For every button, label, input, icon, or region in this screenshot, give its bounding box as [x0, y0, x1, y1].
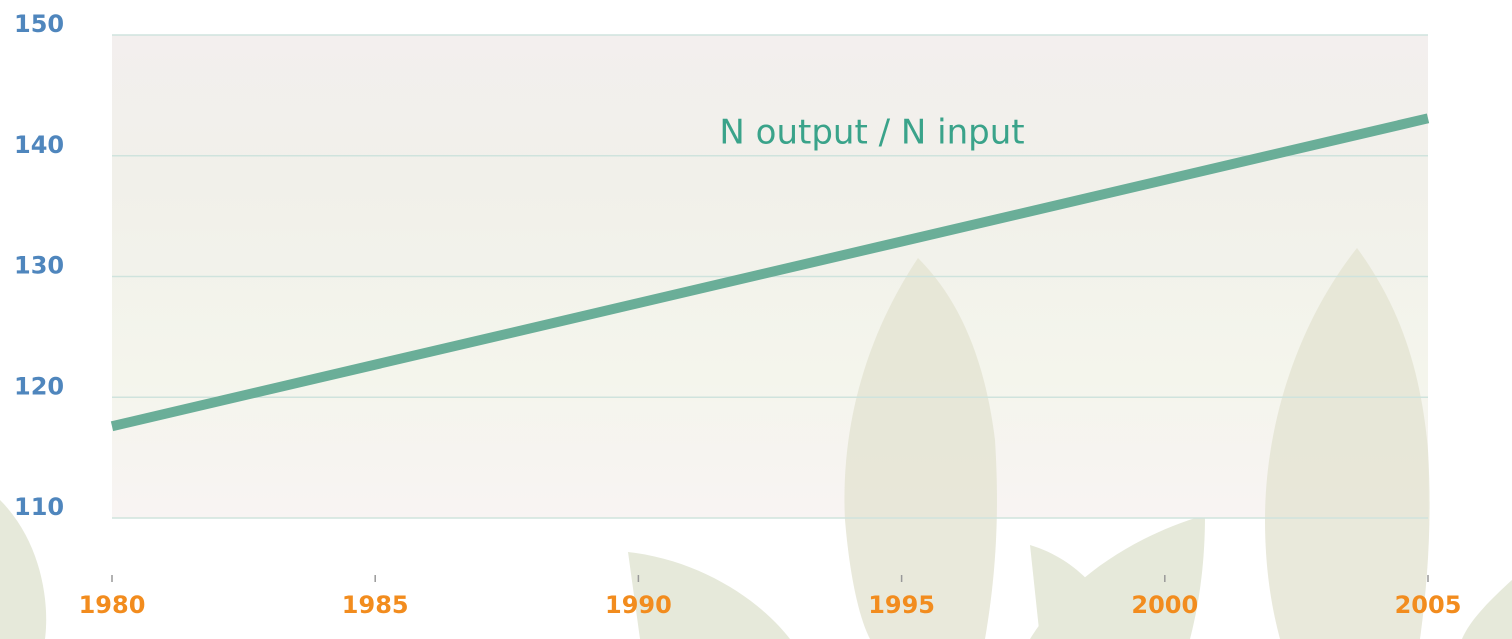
plot-leaves — [844, 248, 1430, 639]
x-tick-label: 1995 — [868, 591, 935, 619]
x-tick-label: 1990 — [605, 591, 672, 619]
y-tick-label: 140 — [14, 131, 64, 159]
x-tick-label: 2000 — [1131, 591, 1198, 619]
x-tick-label: 2005 — [1395, 591, 1462, 619]
chart-layer: 110 120 130 140 150 1980 1985 1990 1995 2000 2005 N… — [14, 10, 1461, 619]
background-leaves — [0, 500, 1512, 639]
y-tick-label: 110 — [14, 493, 64, 521]
data-line — [110, 113, 1430, 432]
x-tick-label: 1980 — [79, 591, 146, 619]
y-tick-label: 150 — [14, 10, 64, 38]
x-tick-label: 1985 — [342, 591, 409, 619]
y-tick-label: 130 — [14, 252, 64, 280]
y-tick-label: 120 — [14, 372, 64, 400]
series-label: N output / N input — [719, 113, 1024, 153]
